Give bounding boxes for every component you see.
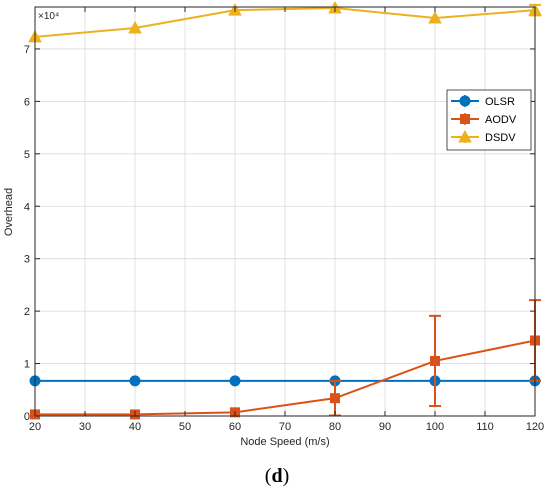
legend-marker-dsdv [458, 129, 472, 143]
caption-open-paren: ( [265, 465, 272, 487]
y-tick-label: 0 [24, 411, 30, 423]
aodv-point [430, 355, 440, 366]
y-axis-label: Overhead [3, 188, 15, 236]
x-tick-label: 80 [329, 421, 341, 433]
y-tick-label: 5 [24, 149, 30, 161]
y-tick-label: 4 [24, 201, 30, 213]
x-axis-label: Node Speed (m/s) [240, 436, 329, 448]
figure-caption: (d) [265, 465, 289, 487]
x-tick-label: 70 [279, 421, 291, 433]
aodv-point [330, 393, 340, 404]
y-tick-label: 3 [24, 254, 30, 266]
x-tick-label: 30 [79, 421, 91, 433]
y-tick-label: 2 [24, 306, 30, 318]
legend-label-olsr: OLSR [485, 96, 515, 108]
olsr-point [129, 375, 141, 387]
legend-entry-olsr: OLSR [451, 95, 515, 108]
legend-label-dsdv: DSDV [485, 132, 516, 144]
aodv-line [35, 339, 536, 416]
legend-entry-aodv: AODV [451, 113, 517, 126]
grid [35, 7, 535, 416]
x-tick-label: 20 [29, 421, 41, 433]
legend-entry-dsdv: DSDV [451, 129, 516, 144]
x-tick-label: 60 [229, 421, 241, 433]
y-tick-label: 6 [24, 96, 30, 108]
dsdv-point [128, 20, 142, 34]
y-axis-multiplier: ×10⁴ [38, 11, 59, 22]
legend-marker-aodv [460, 114, 470, 124]
y-tick-label: 7 [24, 44, 30, 56]
legend: OLSR AODV DSDV [446, 89, 532, 151]
x-tick-label: 120 [526, 421, 544, 433]
x-tick-label: 100 [426, 421, 444, 433]
x-tick-label: 50 [179, 421, 191, 433]
y-tick-label: 1 [24, 359, 30, 371]
caption-close-paren: ) [283, 465, 290, 487]
dsdv-point [428, 10, 442, 24]
legend-marker-olsr [459, 95, 471, 107]
x-tick-label: 110 [476, 421, 494, 433]
olsr-point [229, 375, 241, 387]
caption-letter: d [271, 465, 282, 487]
ticks: 20 30 40 50 60 70 80 90 100 110 120 0 1 2 3 4 5 6 7 [24, 7, 544, 433]
x-tick-label: 40 [129, 421, 141, 433]
legend-label-aodv: AODV [485, 114, 517, 126]
x-tick-label: 90 [379, 421, 391, 433]
